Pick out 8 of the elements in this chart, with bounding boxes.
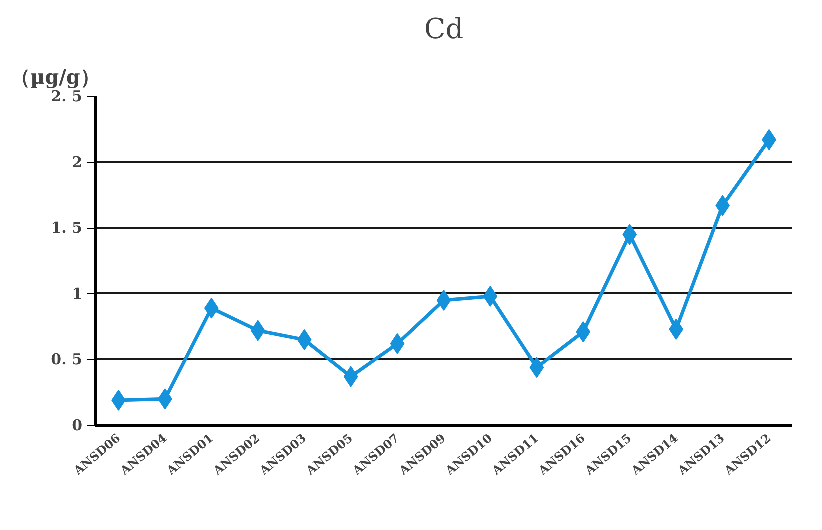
y-tick-label: 1. 5 — [51, 219, 83, 238]
y-axis-title: （µg/g） — [10, 65, 100, 89]
y-tick-label: 1 — [72, 284, 82, 303]
chart-title: Cd — [424, 12, 464, 46]
y-tick-label: 0 — [72, 416, 82, 434]
y-tick-label: 2 — [72, 153, 82, 172]
y-tick-label: 2. 5 — [51, 88, 83, 106]
y-tick-label: 0. 5 — [51, 350, 83, 369]
